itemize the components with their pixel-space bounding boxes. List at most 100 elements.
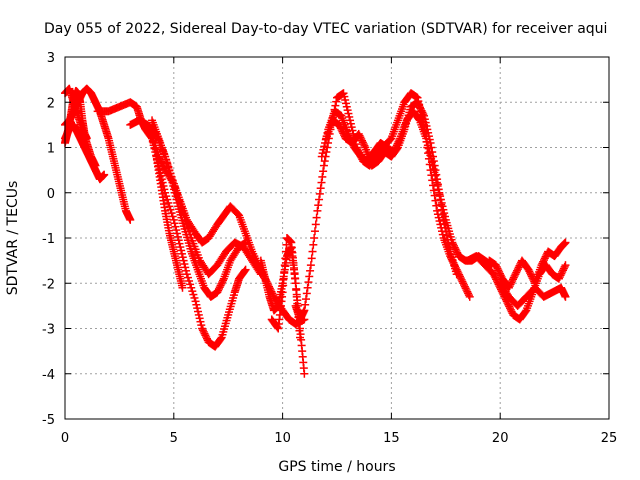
data-point-interp — [315, 189, 324, 198]
data-point-interp — [430, 161, 439, 170]
data-point-interp — [428, 148, 437, 157]
data-point-interp — [431, 196, 440, 205]
x-tick-label: 25 — [601, 431, 618, 446]
data-point-interp — [219, 276, 228, 285]
data-point — [426, 138, 435, 147]
x-tick-label: 15 — [383, 431, 400, 446]
data-point-interp — [316, 184, 325, 193]
x-axis-ticks: 0 5 10 15 20 25 — [61, 57, 617, 446]
data-point-interp — [304, 278, 313, 287]
data-point-interp — [311, 220, 320, 229]
series-sat-q — [496, 279, 570, 310]
data-point-interp — [429, 152, 438, 161]
data-point-interp — [429, 186, 438, 195]
data-point — [91, 161, 100, 170]
data-point-interp — [464, 291, 473, 300]
data-point-interp — [319, 167, 328, 176]
data-point — [561, 292, 570, 301]
data-point-interp — [308, 247, 317, 256]
y-tick-label: 3 — [47, 51, 55, 66]
x-tick-label: 10 — [274, 431, 291, 446]
data-point-interp — [444, 239, 453, 248]
data-point-interp — [419, 110, 428, 119]
data-point-interp — [560, 262, 569, 271]
data-point — [313, 206, 322, 215]
data-point-interp — [443, 235, 452, 244]
series-sat-p — [485, 238, 570, 292]
data-point-interp — [279, 274, 288, 283]
data-point-interp — [295, 326, 304, 335]
data-point-interp — [279, 281, 288, 290]
series-sat-h — [148, 116, 250, 301]
series-sat-n — [322, 98, 461, 279]
data-point — [465, 292, 474, 301]
data-point — [126, 215, 135, 224]
data-point-interp — [428, 176, 437, 185]
data-point-interp — [431, 166, 440, 175]
data-point — [296, 333, 305, 342]
data-point-interp — [307, 254, 316, 263]
data-point — [291, 279, 300, 288]
data-point — [241, 265, 250, 274]
data-point-interp — [437, 205, 446, 214]
y-tick-label: -1 — [42, 232, 55, 247]
data-point — [82, 134, 91, 143]
data-point-interp — [442, 231, 451, 240]
data-point-interp — [440, 219, 449, 228]
series-sat-g — [137, 116, 250, 351]
data-point-interp — [429, 157, 438, 166]
data-point-interp — [437, 200, 446, 209]
y-tick-label: -4 — [42, 368, 55, 383]
y-tick-label: 1 — [47, 142, 55, 157]
y-tick-label: 0 — [47, 187, 55, 202]
y-tick-label: 2 — [47, 96, 55, 111]
data-point — [300, 306, 309, 315]
chart-title: Day 055 of 2022, Sidereal Day-to-day VTE… — [44, 21, 607, 37]
data-point-interp — [292, 292, 301, 301]
data-point — [452, 270, 461, 279]
data-point-interp — [301, 300, 310, 309]
x-axis-label: GPS time / hours — [278, 459, 395, 475]
data-point-interp — [310, 227, 319, 236]
data-point-interp — [310, 234, 319, 242]
series-sat-i — [152, 152, 187, 292]
data-point — [561, 261, 570, 270]
data-point-interp — [280, 261, 289, 270]
data-point — [319, 161, 328, 170]
data-point-interp — [314, 201, 323, 210]
data-point — [439, 215, 448, 224]
data-point-interp — [281, 254, 290, 263]
data-point-interp — [305, 272, 314, 281]
data-points — [61, 84, 570, 378]
series-sat-d — [61, 86, 91, 147]
data-point-interp — [306, 266, 315, 275]
data-point-interp — [320, 157, 329, 166]
data-point-interp — [436, 195, 445, 204]
data-point-interp — [438, 210, 447, 219]
y-tick-label: -5 — [42, 413, 55, 428]
data-point-interp — [315, 195, 324, 204]
data-point-interp — [281, 247, 290, 256]
y-tick-label: -2 — [42, 277, 55, 292]
data-point-interp — [442, 227, 451, 236]
data-point-interp — [309, 240, 318, 249]
y-axis-ticks: 3 2 1 0 -1 -2 -3 -4 -5 — [42, 51, 609, 428]
data-point-interp — [432, 170, 441, 179]
data-point-interp — [240, 266, 249, 275]
data-point — [278, 288, 287, 297]
data-point — [241, 238, 250, 247]
data-point-interp — [360, 141, 369, 150]
data-point-interp — [280, 267, 289, 276]
y-axis-label: SDTVAR / TECUs — [5, 181, 21, 296]
x-tick-label: 5 — [170, 431, 178, 446]
data-point — [433, 175, 442, 184]
data-point-interp — [301, 295, 310, 304]
data-point-interp — [318, 172, 327, 181]
data-point — [306, 261, 315, 270]
y-tick-label: -3 — [42, 323, 55, 338]
data-point — [561, 238, 570, 247]
data-point-interp — [216, 334, 225, 343]
data-point-interp — [435, 190, 444, 199]
series-sat-k — [267, 234, 305, 342]
